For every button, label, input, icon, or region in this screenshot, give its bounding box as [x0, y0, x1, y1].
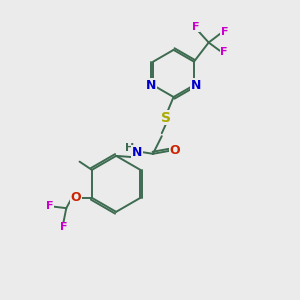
Text: N: N: [132, 146, 142, 159]
Text: F: F: [221, 27, 228, 37]
Text: O: O: [70, 191, 81, 204]
Text: F: F: [60, 222, 68, 232]
Text: F: F: [46, 201, 54, 211]
Text: F: F: [192, 22, 200, 32]
Text: N: N: [146, 79, 156, 92]
Text: S: S: [161, 111, 171, 124]
Text: H: H: [125, 143, 135, 153]
Text: O: O: [169, 144, 180, 158]
Text: N: N: [191, 79, 201, 92]
Text: F: F: [220, 47, 228, 57]
